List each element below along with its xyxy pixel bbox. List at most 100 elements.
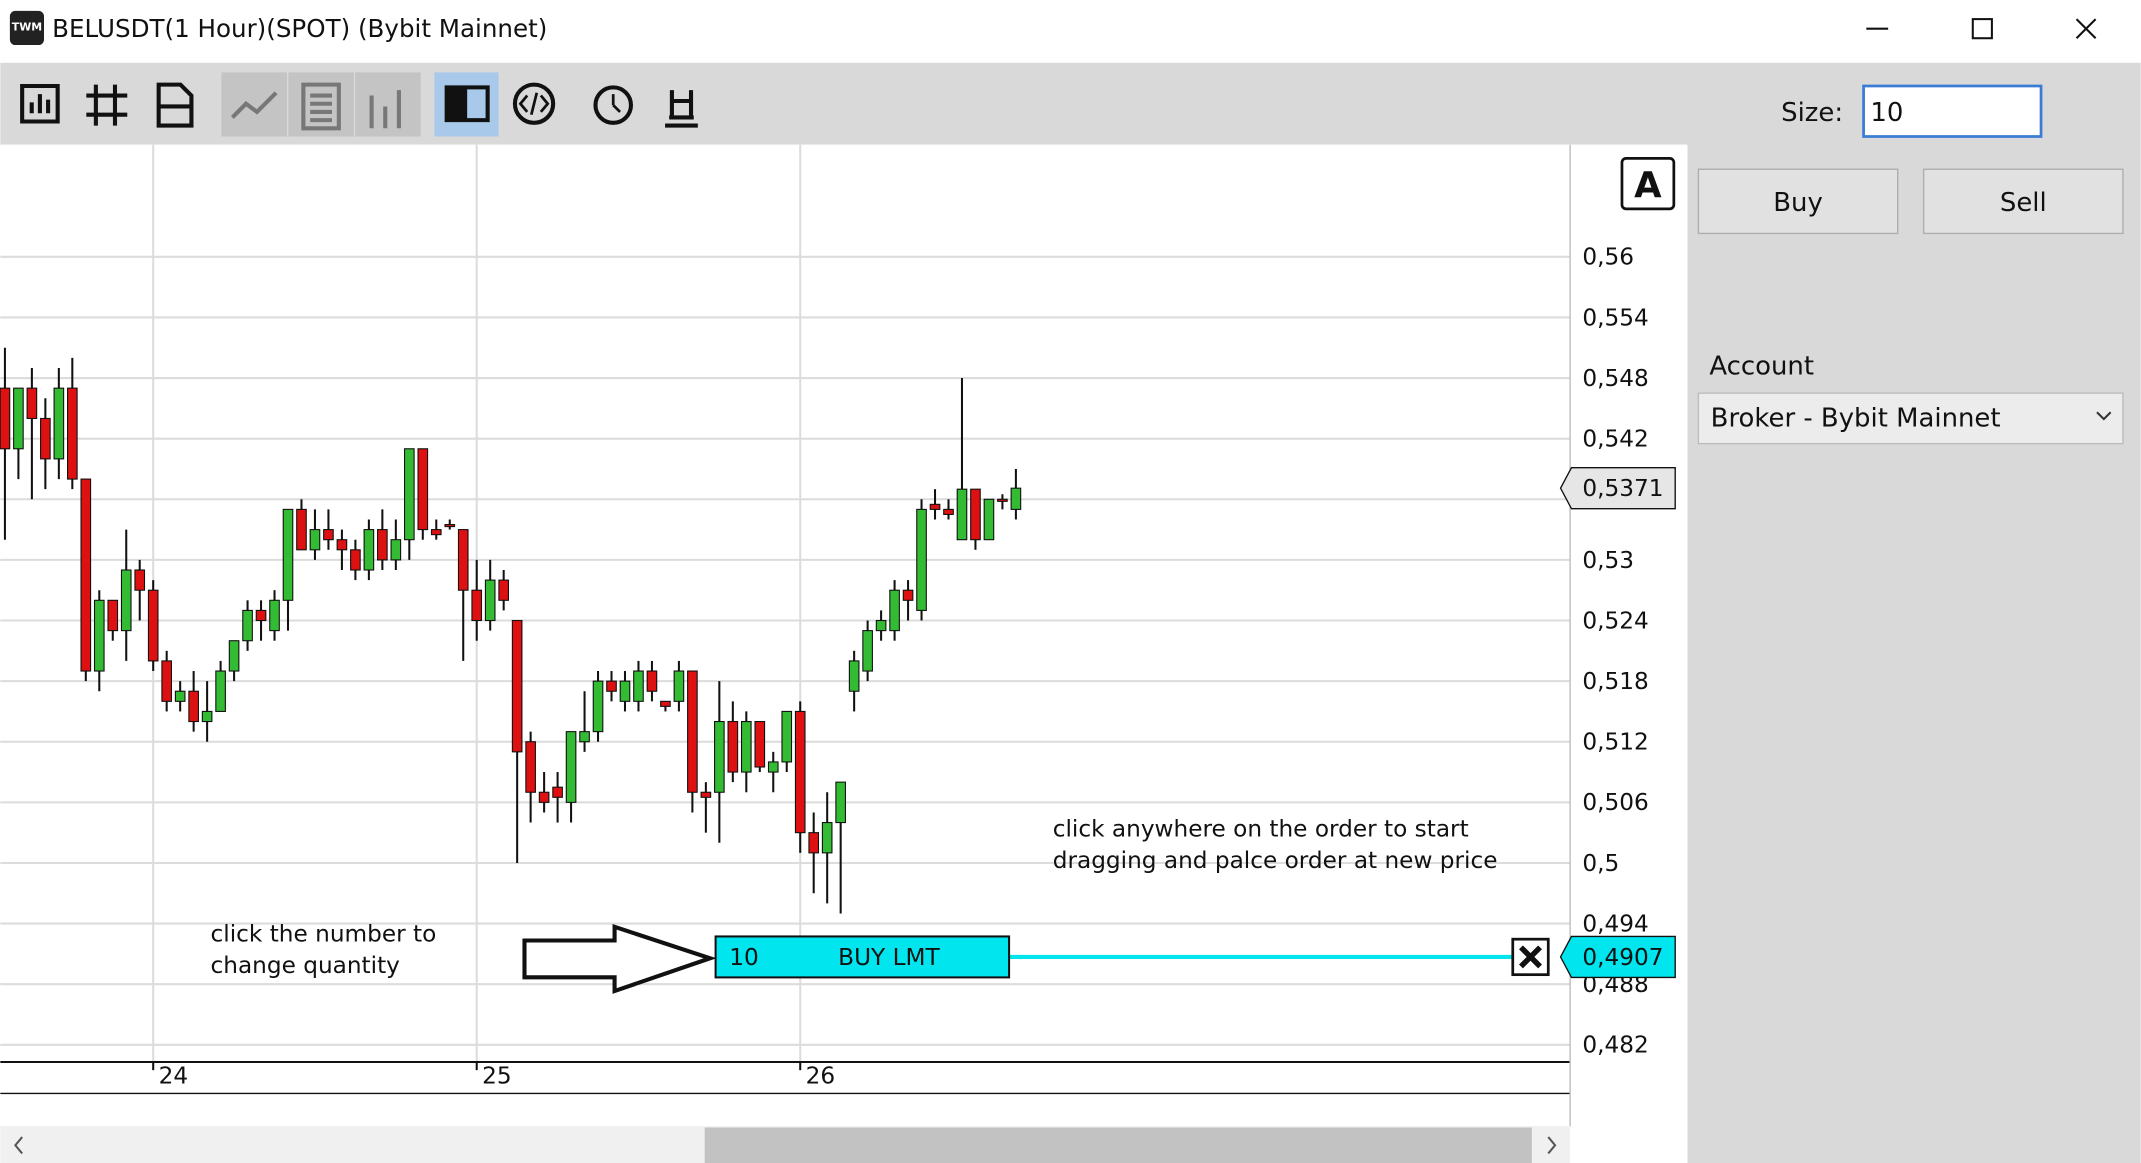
app-icon-text: TWM [12,20,42,33]
trend-icon[interactable] [230,91,278,119]
account-select-value: Broker - Bybit Mainnet [1711,404,2001,434]
scrollbar-thumb[interactable] [704,1127,1532,1163]
candle-body [619,680,631,702]
candle-body [174,690,186,702]
candle-body [700,791,712,798]
candle-body [484,579,496,622]
size-label: Size: [1781,98,1843,128]
candle-body [606,680,617,692]
y-tick-label: 0,512 [1582,729,1648,756]
buy-button[interactable] [1697,168,1899,235]
x-tick-label: 24 [159,1063,189,1090]
last-price-label: 0,5371 [1582,475,1663,502]
candle-body [471,589,483,622]
positions-icon[interactable] [369,90,401,129]
close-button[interactable] [2075,18,2097,39]
y-tick-label: 0,542 [1582,426,1648,453]
save-icon[interactable] [156,82,194,128]
toolbar-highlight [355,72,421,137]
clock-icon[interactable] [593,85,634,125]
depth-icon[interactable] [665,90,698,128]
candle-body [579,731,590,743]
y-tick-label: 0,494 [1582,910,1648,937]
candle-body [902,589,914,601]
candle-body [835,781,846,824]
order-type: BUY LMT [838,944,940,971]
size-input-value: 10 [1870,98,1903,128]
candle-body [390,539,402,561]
order-box[interactable] [714,935,1011,979]
auto-scale-button[interactable] [1620,156,1676,211]
panel-icon[interactable] [444,85,490,123]
maximize-button[interactable] [1971,18,1993,40]
candle-body [794,710,806,834]
candle-body [147,589,159,662]
account-label: Account [1709,352,1814,382]
candle-body [296,508,307,551]
candle-body [862,630,873,672]
candle-body [377,529,388,561]
candle-body [727,720,739,773]
x-tick-label: 26 [806,1063,836,1090]
candle-body [336,539,348,551]
grid-icon[interactable] [86,84,128,126]
candle-body [983,498,995,541]
account-select[interactable] [1697,392,2124,445]
y-tick-label: 0,524 [1582,607,1648,634]
candle-body [592,680,604,733]
order-price-tag [1559,935,1676,979]
candle-body [848,660,860,692]
candle-body [444,523,456,528]
script-icon[interactable] [512,82,556,125]
y-tick-label: 0,548 [1582,365,1648,392]
candle-body [740,720,752,773]
candle-body [228,640,240,672]
auto-scale-label: A [1634,165,1662,206]
grid [0,144,1571,1062]
scroll-left[interactable] [14,1136,23,1155]
title-bar [0,0,2141,63]
candle-body [282,508,294,601]
side-panel [1687,62,2141,1163]
candle-body [93,599,105,672]
buy-button-label: Buy [1773,188,1823,218]
candle-body [646,670,658,692]
candle-body [552,786,563,798]
last-price-tag [1559,467,1676,510]
scroll-right[interactable] [1547,1136,1557,1155]
candle-body [875,619,887,632]
orders-icon[interactable] [301,82,341,131]
candle-body [929,503,941,510]
app-icon [9,10,45,46]
script-icon-code [518,92,550,115]
chart-type-icon[interactable] [20,83,60,124]
candle-body [134,569,146,591]
candle-body [363,529,375,571]
size-input[interactable] [1862,84,2043,138]
window-title: BELUSDT(1 Hour)(SPOT) (Bybit Mainnet) [52,14,547,43]
annotation: click anywhere on the order to start [1053,815,1469,842]
order-quantity[interactable]: 10 [729,944,759,971]
candle-body [215,670,226,712]
toolbar-icons [20,82,698,131]
candle-body [714,720,725,793]
candle-body [309,529,321,551]
sell-button-label: Sell [2000,188,2047,218]
clock-icon-hands [611,94,622,113]
candle-body [673,670,685,702]
annotation: dragging and palce order at new price [1053,847,1498,874]
candle-body [687,670,698,793]
candle-body [107,599,119,632]
toolbar-highlight [221,72,287,137]
order-cancel-x [1519,945,1542,969]
candle-body [67,387,78,480]
arrow [522,924,717,994]
sell-button[interactable] [1922,168,2124,235]
candle-body [403,448,415,541]
candle-body [80,478,92,672]
candle-body [417,448,429,531]
candle-body [53,387,65,460]
